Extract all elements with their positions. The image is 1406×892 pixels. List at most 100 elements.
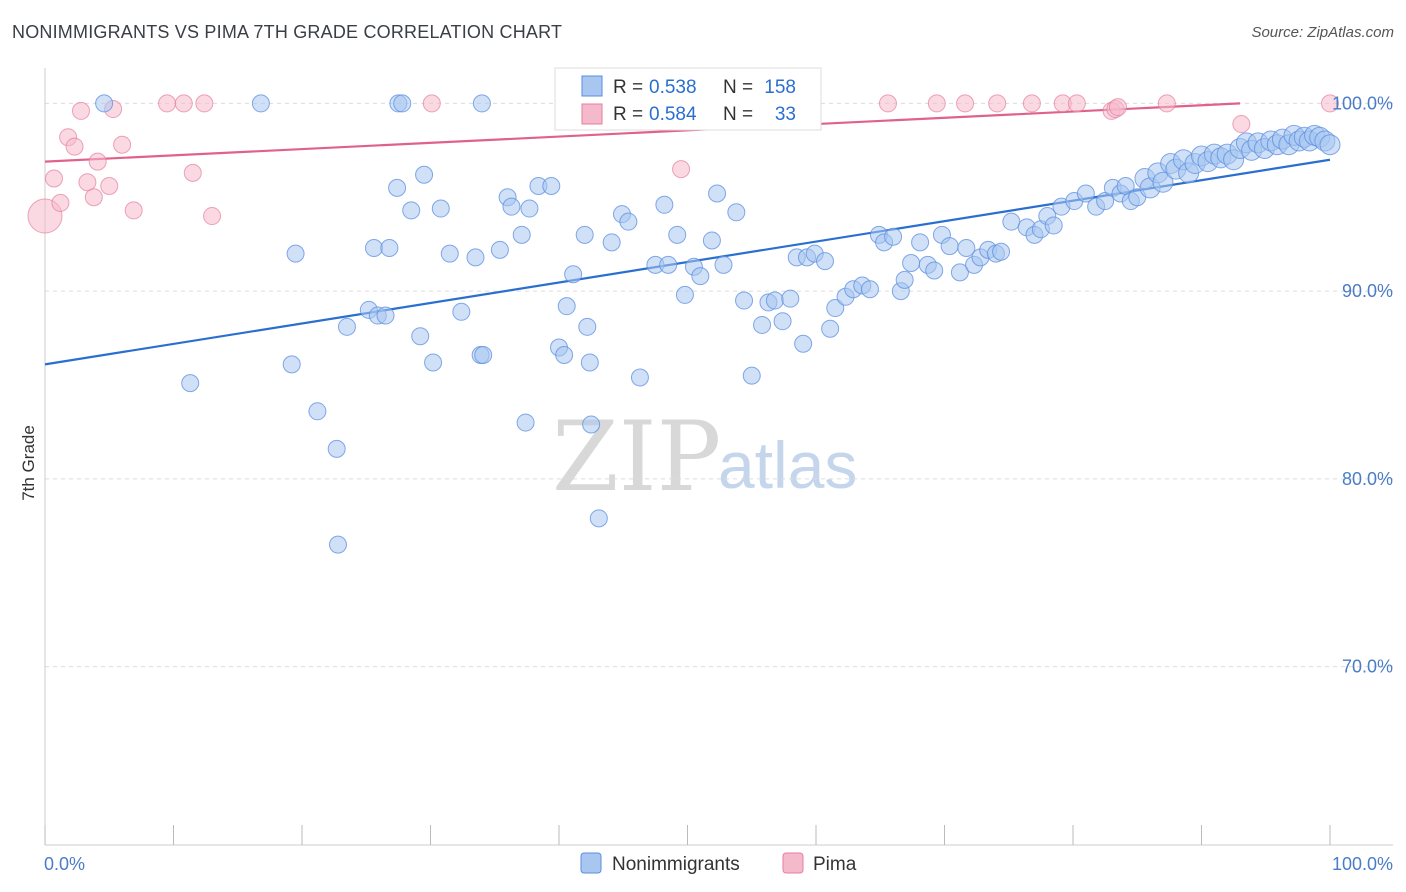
x-tick-label-min: 0.0% xyxy=(44,854,85,874)
pima-point xyxy=(1321,94,1339,113)
legend-label-nonimmigrants: Nonimmigrants xyxy=(612,854,740,875)
nonimmigrants-point xyxy=(714,255,733,274)
axes xyxy=(44,68,1393,846)
y-tick-label: 100.0% xyxy=(1332,93,1393,113)
stats-legend-swatch-nonimmigrants xyxy=(581,75,603,97)
nonimmigrants-point xyxy=(925,261,944,280)
pima-point xyxy=(113,135,132,154)
nonimmigrants-point xyxy=(902,253,921,272)
pima-point xyxy=(44,169,63,188)
nonimmigrants-point xyxy=(472,94,491,113)
nonimmigrants-points xyxy=(95,94,1341,554)
nonimmigrants-point xyxy=(950,263,969,282)
nonimmigrants-point xyxy=(1044,216,1063,235)
nonimmigrants-point xyxy=(490,240,509,259)
pima-point xyxy=(158,94,177,113)
nonimmigrants-point xyxy=(415,165,434,184)
nonimmigrants-point xyxy=(328,535,347,554)
nonimmigrants-point xyxy=(659,255,678,274)
nonimmigrants-point xyxy=(826,299,845,318)
watermark-zip-text: ZIP xyxy=(552,401,721,513)
stats-r-label-nonimmigrants: R = xyxy=(613,77,643,98)
pima-points xyxy=(27,94,1339,234)
nonimmigrants-point xyxy=(376,306,395,325)
pima-point xyxy=(927,94,946,113)
nonimmigrants-point xyxy=(440,244,459,263)
y-tick-label: 90.0% xyxy=(1342,281,1393,301)
nonimmigrants-point xyxy=(630,368,649,387)
pima-point xyxy=(174,94,193,113)
nonimmigrants-point xyxy=(337,317,356,336)
nonimmigrants-point xyxy=(702,231,721,250)
nonimmigrants-point xyxy=(1076,184,1095,203)
nonimmigrants-point xyxy=(452,302,471,321)
stats-n-label-pima: N = xyxy=(723,104,753,125)
pima-point xyxy=(988,94,1007,113)
nonimmigrants-point xyxy=(557,297,576,316)
trend-lines xyxy=(44,102,1331,366)
y-tick-labels: 100.0% 90.0% 80.0% 70.0% xyxy=(1332,93,1393,676)
x-tick-label-max: 100.0% xyxy=(1332,854,1393,874)
nonimmigrants-point xyxy=(619,212,638,231)
watermark: ZIP atlas xyxy=(552,401,857,513)
y-tick-label: 80.0% xyxy=(1342,469,1393,489)
nonimmigrants-point xyxy=(402,201,421,220)
stats-n-value-pima: 33 xyxy=(775,104,796,125)
pima-point xyxy=(183,163,202,182)
pima-point xyxy=(195,94,214,113)
y-axis-label: 7th Grade xyxy=(19,425,38,501)
source-credit: Source: ZipAtlas.com xyxy=(1251,24,1394,41)
pima-point xyxy=(1022,94,1041,113)
nonimmigrants-point xyxy=(668,225,687,244)
nonimmigrants-point xyxy=(742,366,761,385)
pima-trend-line xyxy=(44,102,1241,163)
nonimmigrants-point xyxy=(520,199,539,218)
stats-r-label-pima: R = xyxy=(613,104,643,125)
legend-swatch-pima xyxy=(782,852,804,874)
nonimmigrants-point xyxy=(911,233,930,252)
nonimmigrants-point xyxy=(957,238,976,257)
nonimmigrants-point xyxy=(753,315,772,334)
pima-point xyxy=(84,188,103,207)
stats-legend-swatch-pima xyxy=(581,103,603,125)
nonimmigrants-point xyxy=(940,237,959,256)
nonimmigrants-point xyxy=(675,285,694,304)
nonimmigrants-point xyxy=(815,252,834,271)
nonimmigrants-point xyxy=(424,353,443,372)
legend-swatch-nonimmigrants xyxy=(580,852,602,874)
nonimmigrants-point xyxy=(992,242,1011,261)
nonimmigrants-point xyxy=(516,413,535,432)
nonimmigrants-point xyxy=(1152,171,1174,193)
nonimmigrants-point xyxy=(691,267,710,286)
nonimmigrants-point xyxy=(589,509,608,528)
nonimmigrants-point xyxy=(895,270,914,289)
nonimmigrants-point xyxy=(735,291,754,310)
nonimmigrants-point xyxy=(251,94,270,113)
nonimmigrants-point xyxy=(393,94,412,113)
pima-point xyxy=(672,160,691,179)
nonimmigrants-point xyxy=(578,317,597,336)
nonimmigrants-point xyxy=(582,415,601,434)
pima-point xyxy=(422,94,441,113)
nonimmigrants-point xyxy=(727,203,746,222)
nonimmigrants-point xyxy=(512,225,531,244)
nonimmigrants-point xyxy=(474,345,493,364)
pima-point xyxy=(1232,115,1251,134)
pima-point xyxy=(956,94,975,113)
stats-legend: R = 0.538 N = 158 R = 0.584 N = 33 xyxy=(554,67,822,131)
bottom-legend: Nonimmigrants Pima xyxy=(580,852,857,875)
stats-n-value-nonimmigrants: 158 xyxy=(764,77,796,98)
y-tick-label: 70.0% xyxy=(1342,657,1393,677)
pima-point xyxy=(1108,98,1127,117)
watermark-atlas-text: atlas xyxy=(718,428,857,502)
nonimmigrants-point xyxy=(773,312,792,331)
nonimmigrants-point xyxy=(860,280,879,299)
pima-point xyxy=(88,152,107,171)
nonimmigrants-point xyxy=(95,94,114,113)
nonimmigrants-point xyxy=(388,178,407,197)
nonimmigrants-point xyxy=(364,238,383,257)
nonimmigrants-point xyxy=(431,199,450,218)
nonimmigrants-point xyxy=(181,374,200,393)
stats-n-label-nonimmigrants: N = xyxy=(723,77,753,98)
